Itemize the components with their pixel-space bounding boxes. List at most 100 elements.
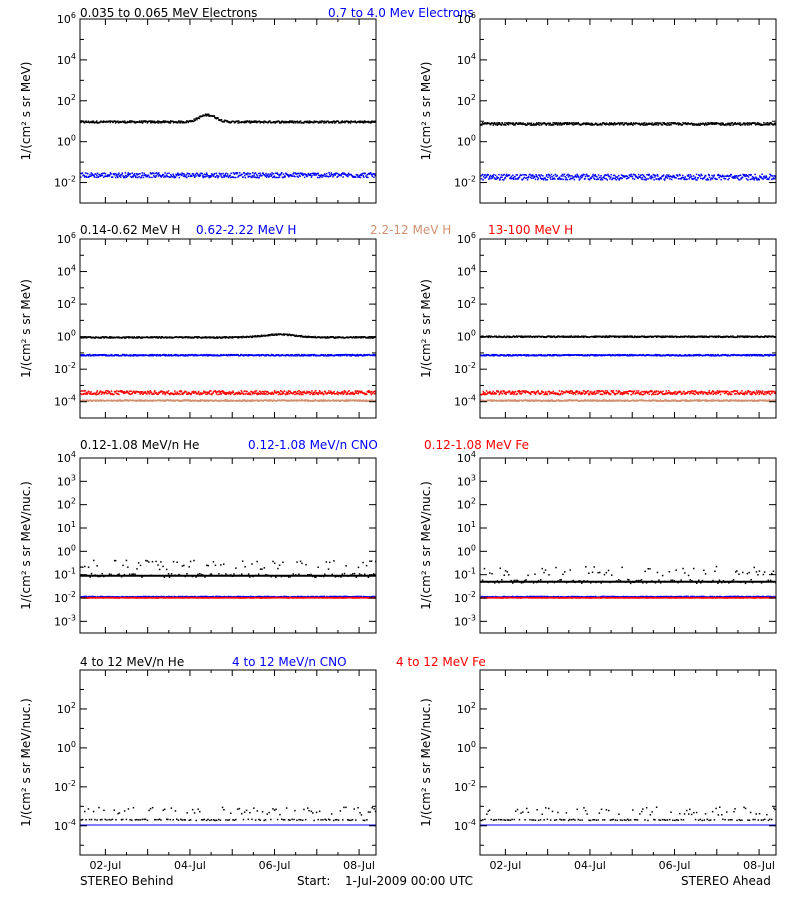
data-point <box>671 336 673 338</box>
data-point <box>244 390 246 392</box>
data-point <box>358 176 361 178</box>
data-point <box>259 122 261 124</box>
data-point <box>144 121 146 123</box>
data-point <box>131 336 133 338</box>
data-point <box>340 393 342 395</box>
data-point <box>271 334 273 336</box>
data-point <box>757 335 760 338</box>
data-point <box>556 124 559 126</box>
data-point <box>611 178 614 180</box>
data-point <box>192 390 195 393</box>
data-point <box>534 175 536 178</box>
data-point <box>202 392 204 394</box>
data-point <box>626 124 629 126</box>
data-point <box>142 174 144 176</box>
data-point <box>134 174 136 177</box>
data-point <box>749 178 751 181</box>
data-point <box>629 335 631 337</box>
data-point <box>122 176 125 179</box>
data-point <box>109 336 111 338</box>
data-point <box>136 336 138 338</box>
data-point <box>648 122 650 125</box>
data-point <box>124 122 126 124</box>
data-point <box>321 391 324 394</box>
data-point <box>574 175 576 178</box>
data-point <box>573 178 576 181</box>
data-point <box>107 175 109 177</box>
data-point <box>176 174 178 176</box>
data-point <box>229 393 232 396</box>
data-point <box>774 123 776 126</box>
data-point <box>333 120 335 122</box>
data-point <box>273 334 276 336</box>
data-point <box>630 353 633 356</box>
data-point <box>706 123 709 126</box>
data-point <box>92 393 94 395</box>
data-point <box>159 354 161 356</box>
data-point <box>743 174 745 177</box>
data-point <box>344 399 347 402</box>
data-point <box>314 121 316 123</box>
data-point <box>354 390 357 392</box>
data-point <box>249 400 252 402</box>
data-point <box>296 392 298 395</box>
data-point <box>151 393 154 395</box>
data-point <box>118 172 120 174</box>
data-point <box>153 391 156 393</box>
data-point <box>492 122 494 124</box>
data-point <box>114 176 117 179</box>
data-point <box>618 335 620 338</box>
data-point <box>519 174 522 176</box>
data-point <box>315 391 318 394</box>
data-point <box>496 124 499 126</box>
data-point <box>339 354 341 356</box>
data-point <box>81 172 84 174</box>
data-point <box>631 175 634 178</box>
data-point <box>294 399 296 402</box>
data-point <box>601 336 604 338</box>
data-point <box>335 172 338 175</box>
data-point <box>300 393 303 396</box>
data-point <box>633 178 636 180</box>
data-point <box>204 176 206 178</box>
data-point <box>767 124 770 126</box>
data-point <box>528 123 530 125</box>
data-point <box>774 176 776 179</box>
data-point <box>354 354 356 356</box>
data-point <box>253 121 255 123</box>
data-point <box>534 355 537 357</box>
data-point <box>764 123 767 126</box>
data-point <box>568 354 570 357</box>
data-point <box>130 390 132 392</box>
data-point <box>667 175 669 177</box>
data-point <box>273 176 275 178</box>
data-point <box>172 392 174 395</box>
data-point <box>125 176 128 178</box>
data-point <box>572 122 574 124</box>
data-point <box>655 123 658 126</box>
data-point <box>361 336 363 339</box>
data-point <box>488 177 491 179</box>
data-point <box>258 392 260 395</box>
data-point <box>582 174 584 177</box>
data-point <box>541 354 543 357</box>
data-point <box>331 121 333 123</box>
data-point <box>650 175 653 177</box>
data-point <box>88 175 91 178</box>
data-point <box>351 399 354 402</box>
data-point <box>558 177 560 179</box>
data-point <box>367 391 370 393</box>
data-point <box>561 336 564 338</box>
data-point <box>134 400 136 402</box>
data-point <box>206 393 209 395</box>
data-point <box>138 120 141 122</box>
data-point <box>311 174 313 177</box>
data-point <box>661 336 664 339</box>
data-point <box>689 176 691 178</box>
data-point <box>129 390 131 392</box>
data-point <box>529 176 532 179</box>
data-point <box>336 354 338 356</box>
data-point <box>695 179 697 181</box>
data-point <box>697 177 700 179</box>
data-point <box>85 391 88 394</box>
